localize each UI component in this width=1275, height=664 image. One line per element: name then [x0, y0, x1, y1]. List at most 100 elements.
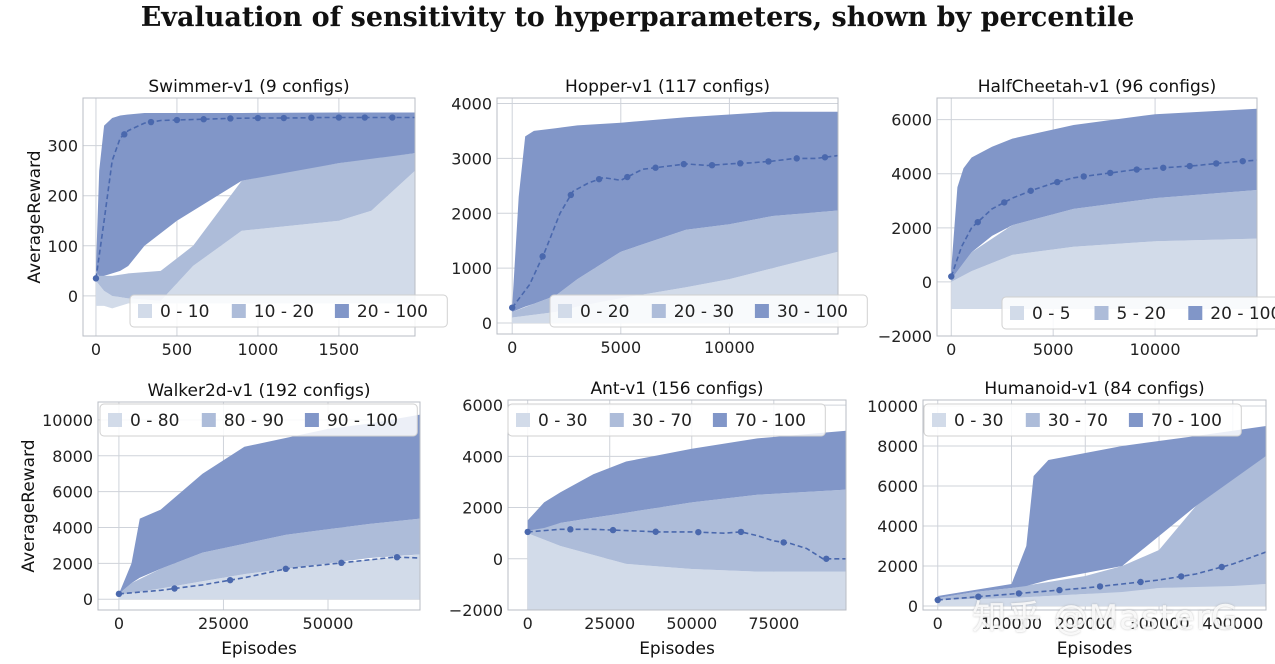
x-tick-label: 25000	[198, 614, 249, 633]
legend-swatch	[516, 413, 530, 427]
legend-box	[1001, 296, 1275, 330]
y-tick-label: 2000	[462, 499, 503, 518]
legend-label: 0 - 20	[580, 302, 629, 322]
percentile-band-0-30	[527, 533, 846, 610]
median-marker	[934, 596, 941, 604]
legend-label: 30 - 70	[632, 411, 692, 431]
median-marker	[1186, 162, 1193, 170]
y-tick-label: 6000	[52, 483, 93, 502]
y-tick-label: 2000	[451, 204, 492, 223]
x-tick-label: 10000	[704, 338, 755, 357]
median-marker	[509, 304, 516, 311]
legend-label: 80 - 90	[224, 411, 284, 431]
y-tick-label: 4000	[891, 165, 932, 184]
legend: 0 - 10 10 - 20 20 - 100	[129, 294, 448, 328]
y-tick-label: 200	[47, 187, 78, 206]
median-marker	[793, 155, 800, 162]
x-tick-label: 1000	[238, 340, 279, 359]
axes-frame	[922, 399, 1267, 611]
legend-box	[129, 294, 448, 328]
legend-swatch	[1094, 306, 1109, 320]
x-tick-label: 500	[162, 340, 193, 359]
chart-panel-2: 0 5000 10000 0 1000 2000 3000 4000 Hopper-v1 (11…	[451, 77, 868, 357]
median-marker	[821, 154, 829, 161]
y-tick-label: 2000	[52, 554, 93, 573]
median-marker	[338, 559, 345, 567]
x-axis-label: Episodes	[1057, 639, 1133, 659]
chart-title: Ant-v1 (156 configs)	[590, 379, 763, 399]
median-marker	[1218, 563, 1225, 571]
percentile-band-70-100	[937, 426, 1266, 598]
median-marker	[524, 528, 531, 536]
median-line	[937, 551, 1266, 601]
percentile-band-80-90	[118, 518, 420, 595]
y-tick-label: 0	[922, 273, 932, 292]
median-marker	[361, 114, 368, 121]
median-marker	[823, 555, 830, 562]
chart-panel-4: 0 25000 50000 0 2000 4000 6000 8000 10000 Walker2…	[19, 381, 421, 659]
percentile-band-0-80	[118, 554, 420, 600]
legend-swatch	[108, 413, 122, 427]
legend-swatch	[201, 413, 216, 427]
legend-label: 20 - 100	[357, 302, 428, 322]
median-marker	[1027, 187, 1034, 194]
median-marker	[1096, 583, 1104, 590]
legend-label: 90 - 100	[327, 411, 398, 431]
axes-frame	[82, 97, 416, 337]
legend-swatch	[712, 413, 727, 427]
median-marker	[1054, 178, 1061, 186]
median-marker	[652, 528, 659, 535]
y-tick-label: 300	[47, 137, 78, 156]
median-marker	[737, 160, 744, 167]
y-tick-label: −2000	[449, 601, 503, 620]
plot-content	[934, 426, 1266, 606]
chart-title: Walker2d-v1 (192 configs)	[147, 381, 370, 401]
legend-box	[923, 403, 1242, 437]
plot-content	[948, 108, 1257, 309]
y-tick-label: 4000	[877, 517, 918, 536]
legend-swatch	[558, 304, 572, 318]
chart-title: Hopper-v1 (117 configs)	[565, 77, 770, 97]
median-marker	[567, 191, 575, 199]
x-tick-label: 1500	[319, 340, 360, 359]
legend-label: 0 - 30	[954, 411, 1003, 431]
percentile-band-0-5	[951, 238, 1257, 309]
x-tick-label: 400000	[1202, 614, 1263, 633]
median-marker	[1015, 590, 1023, 597]
percentile-band-10-20	[96, 153, 415, 301]
median-line	[950, 159, 1257, 277]
median-marker	[737, 528, 745, 536]
median-marker	[121, 131, 128, 138]
y-tick-label: 3000	[451, 149, 492, 168]
legend: 0 - 80 80 - 90 90 - 100	[99, 403, 418, 437]
legend-label: 10 - 20	[254, 302, 314, 322]
legend-swatch	[1188, 306, 1203, 320]
legend-label: 0 - 30	[538, 411, 587, 431]
y-tick-label: 8000	[52, 447, 93, 466]
median-marker	[595, 175, 603, 183]
legend-label: 70 - 100	[735, 411, 806, 431]
median-marker	[609, 526, 617, 534]
legend-label: 0 - 10	[160, 302, 209, 322]
percentile-band-90-100	[118, 414, 420, 594]
legend-label: 20 - 30	[674, 302, 734, 322]
legend: 0 - 30 30 - 70 70 - 100	[507, 403, 826, 437]
x-tick-label: 25000	[584, 614, 635, 633]
y-axis-label: AverageReward	[19, 439, 39, 572]
legend-label: 30 - 70	[1048, 411, 1108, 431]
median-marker	[539, 253, 546, 260]
legend: 0 - 5 5 - 20 20 - 100	[1001, 296, 1275, 330]
median-marker	[226, 576, 234, 584]
median-marker	[254, 114, 262, 122]
y-axis-label: AverageReward	[25, 150, 45, 283]
percentile-band-20-30	[512, 210, 838, 318]
x-tick-label: 10000	[1130, 340, 1181, 359]
median-marker	[173, 116, 181, 124]
legend: 0 - 30 30 - 70 70 - 100	[923, 403, 1242, 437]
median-marker	[1133, 166, 1140, 173]
legend-swatch	[651, 304, 666, 318]
y-tick-label: 10000	[867, 397, 918, 416]
legend-swatch	[932, 413, 946, 427]
median-marker	[1107, 169, 1114, 177]
